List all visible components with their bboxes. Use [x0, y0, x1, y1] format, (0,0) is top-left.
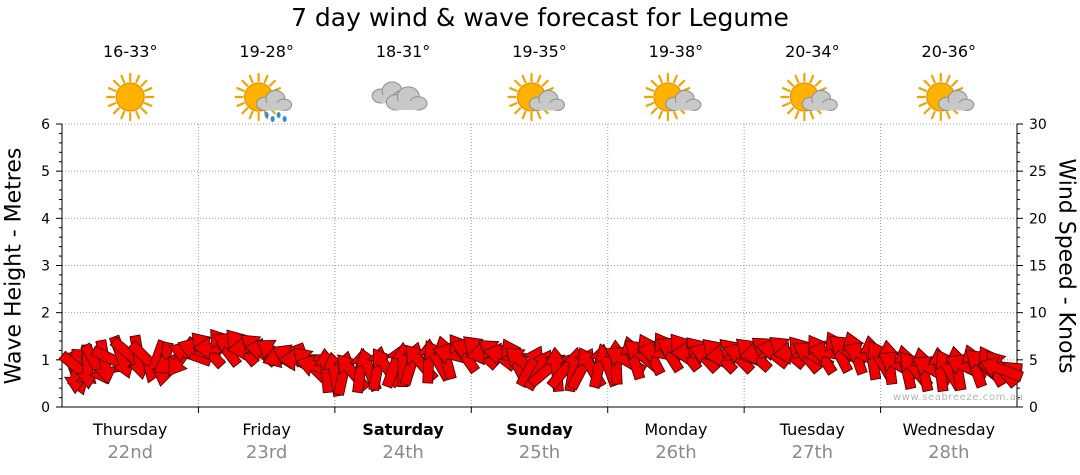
y-axis-label-right: Wind Speed - Knots — [1053, 158, 1079, 374]
day-date: 26th — [655, 442, 697, 463]
day-name: Tuesday — [779, 420, 845, 439]
day-date: 25th — [518, 442, 561, 463]
day-name: Sunday — [506, 420, 573, 439]
watermark: www.seabreeze.com.au — [893, 392, 1024, 403]
y-tick-label-right: 30 — [1029, 117, 1047, 133]
y-axis-label-left: Wave Height - Metres — [1, 147, 27, 385]
y-tick-label-right: 10 — [1029, 306, 1047, 322]
y-tick-label-left: 3 — [41, 259, 50, 275]
day-temperature: 18-31° — [375, 42, 431, 61]
wind-arrow — [979, 356, 1024, 383]
day-name: Wednesday — [902, 420, 996, 439]
y-tick-label-left: 1 — [41, 353, 50, 369]
day-temperature: 19-38° — [648, 42, 704, 61]
sun-icon — [106, 72, 155, 122]
day-date: 23rd — [245, 442, 288, 463]
y-tick-label-right: 0 — [1029, 400, 1038, 416]
y-tick-label-right: 20 — [1029, 211, 1047, 227]
y-tick-label-left: 2 — [41, 306, 50, 322]
day-name: Saturday — [362, 420, 444, 439]
day-date: 27th — [791, 442, 834, 463]
day-date: 22nd — [107, 442, 154, 463]
day-temperature: 20-36° — [921, 42, 977, 61]
day-temperature: 16-33° — [102, 42, 158, 61]
y-tick-label-left: 0 — [41, 400, 50, 416]
y-tick-label-left: 6 — [41, 117, 50, 133]
sun-cloud-icon — [507, 72, 566, 122]
wind-series — [58, 328, 1024, 397]
day-temperature: 19-28° — [239, 42, 294, 61]
day-date: 24th — [382, 442, 424, 463]
day-temperature: 19-35° — [512, 42, 567, 61]
y-tick-label-right: 25 — [1029, 164, 1047, 180]
day-temperature: 20-34° — [785, 42, 840, 61]
sun-cloud-icon — [643, 72, 702, 122]
y-tick-label-right: 15 — [1029, 259, 1047, 275]
y-tick-label-right: 5 — [1029, 353, 1038, 369]
sun-cloud-icon — [780, 72, 838, 122]
page-title: 7 day wind & wave forecast for Legume — [291, 3, 789, 32]
day-name: Monday — [644, 420, 708, 439]
day-name: Thursday — [93, 420, 168, 439]
sun-cloud-rain-icon — [234, 72, 293, 122]
day-name: Friday — [242, 420, 291, 439]
y-tick-label-left: 4 — [41, 211, 50, 227]
y-tick-label-left: 5 — [41, 164, 50, 180]
day-date: 28th — [928, 442, 970, 463]
sun-cloud-icon — [916, 72, 975, 122]
cloud-icon — [371, 81, 428, 111]
axes: 0 1 2 3 4 5 6 0 5 10 15 20 25 30 — [41, 117, 1047, 416]
